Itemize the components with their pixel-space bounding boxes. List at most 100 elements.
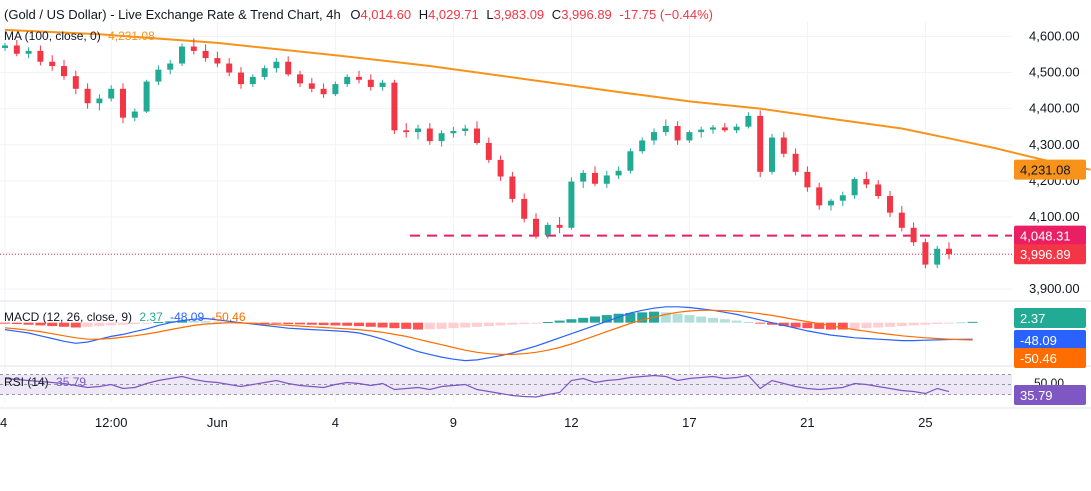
- macd-hist-bar: [365, 322, 376, 327]
- candle-body: [261, 68, 268, 77]
- macd-hist-bar: [495, 322, 506, 326]
- candle-body: [934, 248, 941, 265]
- candle-body: [497, 159, 504, 177]
- macd-line-badge: -48.09: [1014, 330, 1086, 350]
- candle-body: [769, 137, 775, 172]
- candle-body: [509, 176, 516, 199]
- macd-hist-bar: [719, 319, 730, 323]
- candle-body: [875, 184, 882, 197]
- macd-legend-macd: -48.09: [170, 310, 205, 324]
- macd-hist-bar: [590, 316, 600, 323]
- macd-hist-bar: [778, 322, 789, 327]
- macd-hist-bar: [696, 316, 707, 323]
- candle-body: [804, 171, 811, 188]
- macd-hist-bar: [413, 322, 423, 330]
- candle-body: [143, 81, 150, 112]
- macd-hist-bar: [955, 322, 966, 324]
- rsi-legend[interactable]: RSI (14) 35.79: [4, 375, 86, 389]
- price-tick-label: 4,500.00: [1029, 65, 1080, 80]
- change-value: -17.75 (−0.44%): [619, 7, 714, 22]
- macd-hist-bar: [35, 322, 46, 326]
- macd-hist-bar: [684, 315, 695, 323]
- macd-hist-bar: [873, 322, 884, 328]
- macd-hist-bar: [554, 320, 565, 323]
- time-tick-label: Jun: [207, 415, 228, 430]
- price-tick-label: 4,600.00: [1029, 28, 1080, 43]
- candle-body: [450, 131, 457, 134]
- candle-body: [120, 88, 126, 118]
- candle-body: [108, 88, 115, 99]
- candle-body: [757, 115, 764, 172]
- candle-body: [639, 140, 646, 152]
- last-price-badge-text: 3,996.89: [1020, 247, 1071, 262]
- macd-hist-bar: [920, 322, 931, 325]
- ma-legend-value: 4,231.08: [108, 29, 155, 43]
- candle-body: [155, 69, 162, 82]
- macd-hist-bar: [578, 317, 589, 323]
- time-tick-label: 21: [800, 415, 814, 430]
- macd-hist-bar: [731, 320, 742, 323]
- candle-body: [474, 128, 480, 143]
- candle-body: [379, 82, 386, 87]
- candle-body: [356, 76, 362, 80]
- price-tick-label: 4,300.00: [1029, 137, 1080, 152]
- macd-hist-bar: [295, 322, 305, 325]
- time-tick-label: 17: [682, 415, 696, 430]
- time-tick-label: 9: [450, 415, 457, 430]
- candle-body: [946, 248, 952, 255]
- macd-hist-bar: [472, 322, 482, 327]
- macd-legend[interactable]: MACD (12, 26, close, 9) 2.37 -48.09 -50.…: [4, 310, 246, 324]
- macd-hist-bar: [47, 322, 58, 327]
- candle-body: [745, 115, 752, 127]
- candle-body: [238, 72, 244, 85]
- macd-hist-bar: [483, 322, 494, 327]
- candle-body: [485, 142, 492, 160]
- macd-signal-badge: -50.46: [1014, 348, 1086, 368]
- candle-body: [651, 132, 657, 141]
- macd-signal-badge-text: -50.46: [1020, 351, 1057, 366]
- candle-body: [580, 172, 587, 182]
- macd-legend-hist: 2.37: [139, 310, 163, 324]
- macd-hist-bar: [377, 322, 388, 328]
- macd-hist-bar: [885, 322, 895, 327]
- price-tick-label: 4,400.00: [1029, 101, 1080, 116]
- macd-hist-bar: [849, 322, 860, 329]
- macd-hist-bar: [637, 312, 648, 323]
- candle-body: [391, 82, 398, 131]
- macd-hist-bar: [507, 322, 518, 325]
- close-label: C: [551, 7, 562, 22]
- macd-hist-bar: [82, 322, 93, 327]
- candle-body: [226, 63, 233, 73]
- candle-body: [698, 129, 705, 133]
- macd-hist-bar: [259, 322, 270, 324]
- candle-body: [592, 172, 598, 184]
- macd-legend-label: MACD (12, 26, close, 9): [4, 310, 133, 324]
- candle-body: [25, 50, 32, 54]
- candle-body: [521, 198, 528, 219]
- macd-hist-bar: [519, 322, 530, 325]
- rsi-legend-value: 35.79: [56, 375, 87, 389]
- time-tick-label: 25: [918, 415, 932, 430]
- candle-body: [131, 111, 138, 118]
- macd-hist-badge-text: 2.37: [1020, 311, 1045, 326]
- candle-body: [344, 76, 351, 85]
- candle-body: [426, 128, 433, 142]
- candle-body: [2, 45, 8, 48]
- time-tick-label: 12:00: [95, 415, 128, 430]
- candle-body: [721, 127, 728, 131]
- candle-body: [839, 195, 846, 201]
- macd-hist-bar: [354, 322, 364, 327]
- macd-hist-bar: [330, 322, 341, 326]
- close-value: 3,996.89: [561, 7, 612, 22]
- time-tick-label: 4: [0, 415, 7, 430]
- candle-body: [792, 153, 799, 172]
- macd-hist-bar: [708, 317, 718, 323]
- macd-hist-bar: [342, 322, 353, 326]
- macd-hist-bar: [401, 322, 412, 329]
- macd-hist-bar: [542, 321, 553, 323]
- ma-legend[interactable]: MA (100, close, 0) 4,231.08: [4, 29, 155, 43]
- candle-body: [320, 88, 327, 95]
- candle-body: [627, 151, 634, 171]
